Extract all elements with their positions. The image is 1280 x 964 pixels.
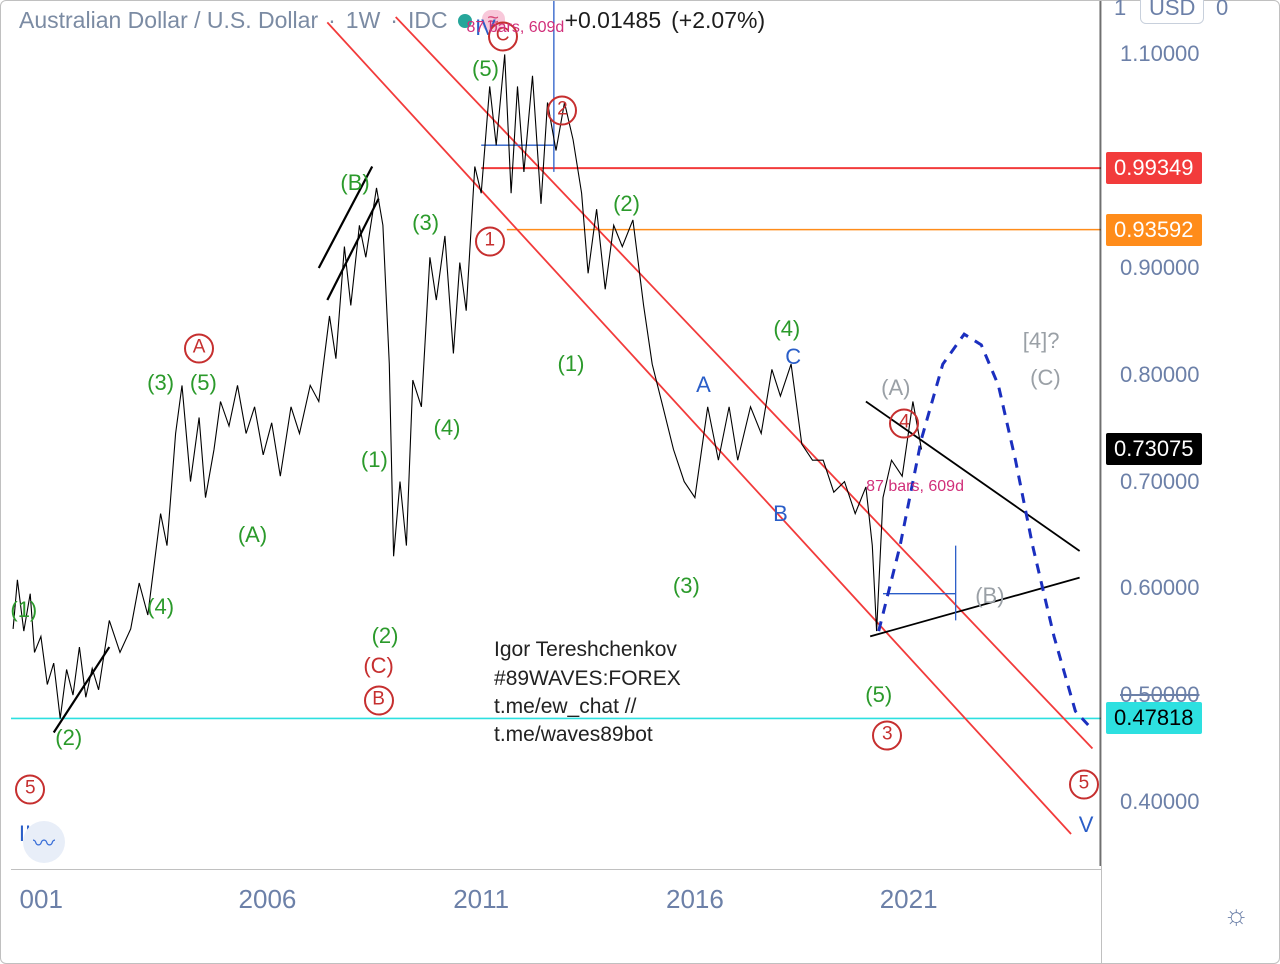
- time-tick: 001: [20, 884, 63, 915]
- price-axis[interactable]: 1 USD 0 1.10000 0.90000 0.80000 0.70000 0.60000…: [1106, 1, 1280, 866]
- price-tick: 0.60000: [1120, 575, 1200, 601]
- chart-root: Australian Dollar / U.S. Dollar · 1W · I…: [0, 0, 1280, 964]
- price-tick: 0.90000: [1120, 255, 1200, 281]
- tradingview-logo-icon[interactable]: 〰: [23, 821, 65, 863]
- price-label[interactable]: 0.47818: [1106, 702, 1202, 734]
- settings-gear-icon[interactable]: ☼: [1223, 899, 1249, 931]
- plot-area[interactable]: (1)(2)5III(3)(4)(5)A(A)(B)(1)(2)(C)B(3)(…: [11, 1, 1101, 866]
- price-tick: 0.40000: [1120, 789, 1200, 815]
- axis-edge-left: 1: [1114, 0, 1126, 21]
- price-label[interactable]: 0.93592: [1106, 214, 1202, 246]
- price-tick: 1.10000: [1120, 41, 1200, 67]
- author-info: Igor Tereshchenkov#89WAVES:FOREXt.me/ew_…: [494, 636, 681, 749]
- time-tick: 2011: [453, 884, 509, 915]
- axis-edge-right: 0: [1216, 0, 1228, 21]
- axis-separator: [1101, 1, 1102, 963]
- axis-currency-badge[interactable]: USD: [1140, 0, 1204, 24]
- price-label[interactable]: 0.99349: [1106, 152, 1202, 184]
- price-tick: 0.70000: [1120, 469, 1200, 495]
- time-tick: 2021: [880, 884, 938, 915]
- time-tick: 2006: [239, 884, 297, 915]
- price-label[interactable]: 0.73075: [1106, 433, 1202, 465]
- time-axis[interactable]: 001 2006 2011 2016 2021: [11, 869, 1101, 930]
- time-tick: 2016: [666, 884, 724, 915]
- price-tick: 0.80000: [1120, 362, 1200, 388]
